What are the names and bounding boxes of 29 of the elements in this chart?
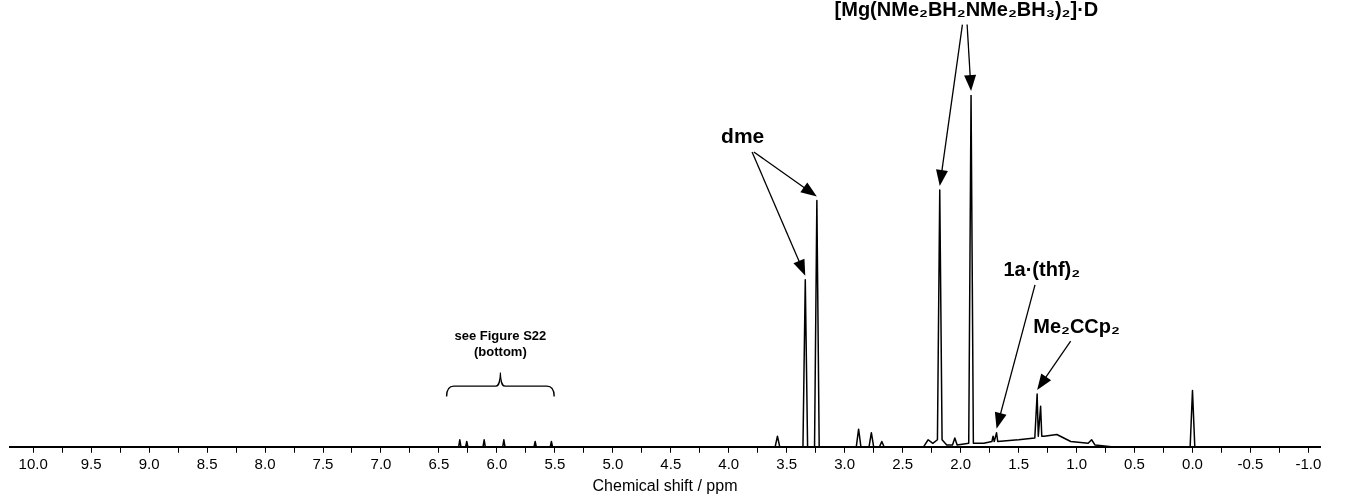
x-tick-label: 0.5 bbox=[1124, 454, 1145, 472]
x-tick-label: 3.0 bbox=[834, 454, 856, 472]
x-axis-title: Chemical shift / ppm bbox=[592, 476, 738, 494]
x-tick-label: 2.0 bbox=[950, 454, 972, 472]
annotation: see Figure S22 (bottom) bbox=[454, 328, 547, 360]
annotation: dme bbox=[721, 124, 765, 148]
x-tick-label: 3.5 bbox=[776, 454, 798, 472]
x-tick-label: 8.0 bbox=[254, 454, 276, 472]
x-tick-label: 10.0 bbox=[18, 454, 48, 472]
x-tick-label: 7.0 bbox=[370, 454, 392, 472]
x-tick-label: -1.0 bbox=[1295, 454, 1322, 472]
x-tick-label: 6.5 bbox=[428, 454, 450, 472]
x-tick-label: 9.0 bbox=[138, 454, 160, 472]
x-tick-label: 7.5 bbox=[312, 454, 334, 472]
x-tick-label: 4.0 bbox=[718, 454, 740, 472]
x-tick-label: 8.5 bbox=[196, 454, 218, 472]
x-tick-label: 0.0 bbox=[1182, 454, 1203, 472]
x-tick-label: 2.5 bbox=[892, 454, 914, 472]
annotation: 1a·(thf)₂ bbox=[1003, 258, 1081, 281]
annotation: Me₂CCp₂ bbox=[1033, 314, 1120, 337]
x-tick-label: 9.5 bbox=[80, 454, 102, 472]
x-tick-label: 5.0 bbox=[602, 454, 624, 472]
x-tick-label: -0.5 bbox=[1237, 454, 1264, 472]
text: [Mg(NMe₂BH₂NMe₂BH₃)₂]·D bbox=[834, 0, 1099, 21]
x-tick-label: 5.5 bbox=[544, 454, 566, 472]
x-tick-label: 4.5 bbox=[660, 454, 682, 472]
x-tick-label: 1.0 bbox=[1066, 454, 1087, 472]
x-tick-label: 6.0 bbox=[486, 454, 508, 472]
x-tick-label: 1.5 bbox=[1008, 454, 1030, 472]
